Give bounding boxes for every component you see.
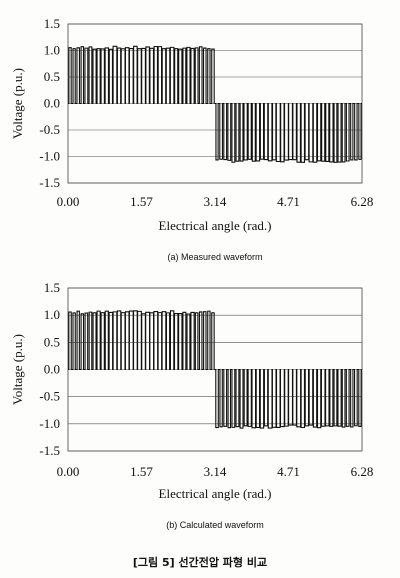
y-tick-label: -0.5 (39, 122, 60, 137)
negative-half-pulses (215, 102, 362, 163)
y-tick-label: 1.0 (44, 43, 60, 58)
x-tick-label: 0.00 (57, 464, 80, 479)
chart-caption: (b) Calculated waveform (166, 520, 264, 530)
x-tick-label: 4.71 (277, 194, 300, 209)
y-tick-label: -1.0 (39, 416, 60, 431)
x-tick-label: 1.57 (130, 464, 153, 479)
positive-half-pulses (68, 45, 215, 105)
series-waveform (68, 45, 362, 163)
chart-1: 1.5 1.0 0.5 0.0 -0.5 -1.0 -1.5 0.00 1.57 3.14 4.71… (10, 16, 373, 262)
negative-half-pulses (215, 368, 362, 429)
x-tick-label: 6.28 (351, 194, 374, 209)
y-tick-label: 0.0 (44, 96, 60, 111)
positive-half-pulses (68, 310, 215, 371)
y-tick-label: 0.0 (44, 362, 60, 377)
x-tick-label: 4.71 (277, 464, 300, 479)
x-tick-label: 1.57 (130, 194, 153, 209)
y-tick-label: 1.5 (44, 16, 60, 31)
y-axis-label: Voltage (p.u.) (10, 334, 25, 405)
chart-2: 1.5 1.0 0.5 0.0 -0.5 -1.0 -1.5 0.00 1.57 3.14 4.71… (10, 280, 373, 530)
x-axis-label: Electrical angle (rad.) (159, 486, 272, 501)
series-waveform (68, 310, 362, 429)
y-tick-label: 1.0 (44, 307, 60, 322)
chart-caption: (a) Measured waveform (167, 252, 262, 262)
x-tick-label: 6.28 (351, 464, 374, 479)
y-tick-label: 0.5 (44, 334, 60, 349)
y-tick-label: 0.5 (44, 69, 60, 84)
y-axis-label: Voltage (p.u.) (10, 68, 25, 139)
x-tick-label: 3.14 (204, 464, 227, 479)
figure-caption: [그림 5] 선간전압 파형 비교 (133, 555, 267, 569)
y-tick-label: -1.5 (39, 443, 60, 458)
y-tick-label: -1.0 (39, 149, 60, 164)
x-tick-label: 0.00 (57, 194, 80, 209)
y-tick-label: -0.5 (39, 389, 60, 404)
y-tick-label: 1.5 (44, 280, 60, 295)
y-tick-label: -1.5 (39, 175, 60, 190)
x-tick-label: 3.14 (204, 194, 227, 209)
x-axis-label: Electrical angle (rad.) (159, 218, 272, 233)
